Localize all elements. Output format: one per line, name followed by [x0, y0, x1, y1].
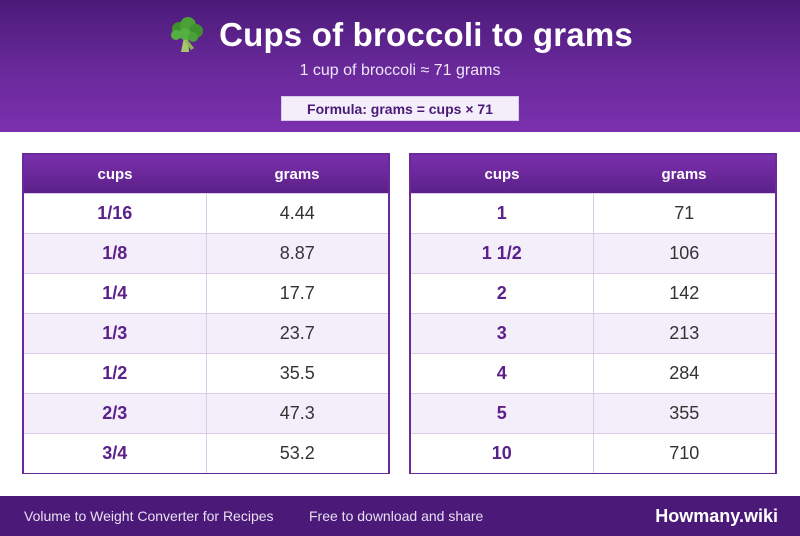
cups-cell: 1/16: [24, 194, 207, 233]
grams-cell: 142: [669, 283, 700, 303]
table-row: 4 284: [411, 353, 775, 393]
cups-cell: 1: [411, 194, 594, 233]
cups-cell: 1/4: [24, 274, 207, 313]
cups-cell: 2: [411, 274, 594, 313]
footer-bar: Volume to Weight Converter for Recipes F…: [0, 496, 800, 536]
conversion-table-large: cups grams 1 71 1 1/2 106 2 142 3 213 4 …: [409, 153, 777, 474]
table-row: 1/8 8.87: [24, 233, 388, 273]
grams-cell: 17.7: [279, 283, 315, 303]
table-row: 3 213: [411, 313, 775, 353]
grams-cell: 106: [669, 243, 700, 263]
grams-cell: 4.44: [279, 203, 315, 223]
column-header-cups: cups: [97, 166, 133, 183]
cups-cell: 4: [411, 354, 594, 393]
cups-cell: 1/3: [24, 314, 207, 353]
table-header: cups grams: [24, 155, 388, 193]
grams-cell: 53.2: [279, 443, 315, 463]
grams-cell: 284: [669, 363, 700, 383]
table-row: 5 355: [411, 393, 775, 433]
table-row: 2/3 47.3: [24, 393, 388, 433]
broccoli-icon: [167, 15, 207, 55]
table-row: 1 1/2 106: [411, 233, 775, 273]
grams-cell: 8.87: [279, 243, 315, 263]
footer-caption: Volume to Weight Converter for Recipes: [24, 508, 274, 524]
page-title: Cups of broccoli to grams: [219, 16, 633, 53]
grams-cell: 213: [669, 323, 700, 343]
page-subtitle: 1 cup of broccoli ≈ 71 grams: [299, 62, 501, 79]
cups-cell: 1/8: [24, 234, 207, 273]
footer-share-note: Free to download and share: [309, 508, 484, 524]
cups-cell: 3/4: [24, 434, 207, 473]
column-header-grams: grams: [661, 166, 707, 183]
cups-cell: 2/3: [24, 394, 207, 433]
table-header: cups grams: [411, 155, 775, 193]
cups-cell: 10: [411, 434, 594, 473]
column-header-cups: cups: [484, 166, 520, 183]
conversion-table-small: cups grams 1/16 4.44 1/8 8.87 1/4 17.7 1…: [22, 153, 390, 474]
grams-cell: 35.5: [279, 363, 315, 383]
cups-cell: 1 1/2: [411, 234, 594, 273]
cups-cell: 1/2: [24, 354, 207, 393]
grams-cell: 47.3: [279, 403, 315, 423]
cups-cell: 5: [411, 394, 594, 433]
table-row: 1/16 4.44: [24, 193, 388, 233]
cups-cell: 3: [411, 314, 594, 353]
table-row: 1/2 35.5: [24, 353, 388, 393]
header-banner: Cups of broccoli to grams 1 cup of brocc…: [0, 0, 800, 132]
table-row: 1/4 17.7: [24, 273, 388, 313]
table-row: 10 710: [411, 433, 775, 473]
table-row: 1/3 23.7: [24, 313, 388, 353]
table-row: 3/4 53.2: [24, 433, 388, 473]
column-header-grams: grams: [274, 166, 320, 183]
brand-logo-text[interactable]: Howmany.wiki: [655, 506, 778, 526]
grams-cell: 23.7: [279, 323, 315, 343]
formula-box: Formula: grams = cups × 71: [281, 96, 519, 121]
grams-cell: 710: [669, 443, 700, 463]
title-row: Cups of broccoli to grams: [0, 14, 800, 56]
table-row: 1 71: [411, 193, 775, 233]
grams-cell: 355: [669, 403, 700, 423]
grams-cell: 71: [674, 203, 695, 223]
table-row: 2 142: [411, 273, 775, 313]
